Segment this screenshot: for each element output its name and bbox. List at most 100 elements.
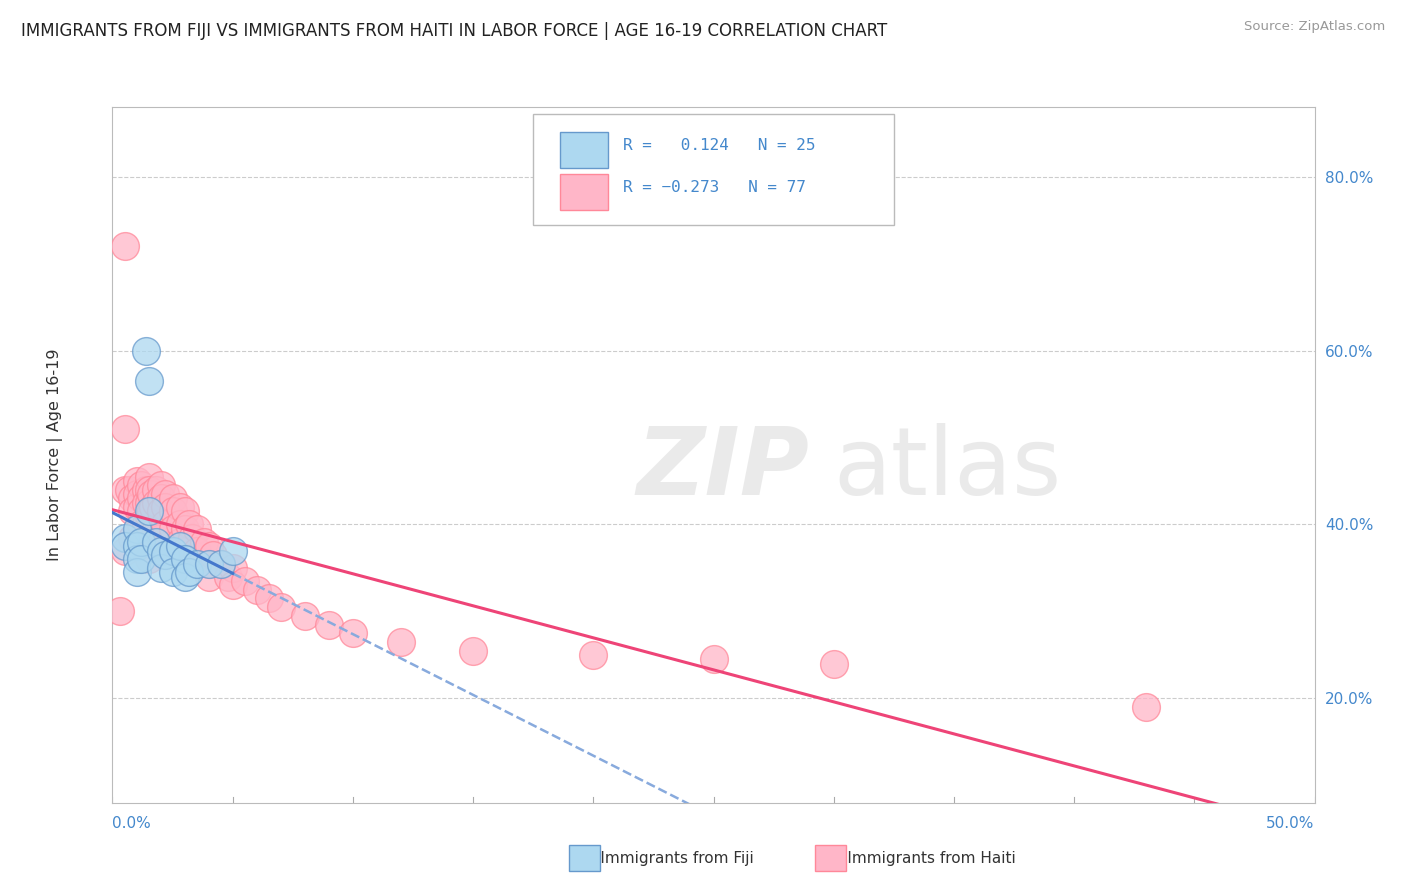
Point [162,522,184,536]
Point [173,504,195,518]
Point [135,517,157,532]
Point [318,617,340,632]
Text: Immigrants from Haiti: Immigrants from Haiti [823,851,1015,865]
Point [135,343,157,358]
Point [131,534,153,549]
Text: ZIP: ZIP [637,423,810,515]
Point [125,566,148,580]
Point [186,543,208,558]
Point [135,483,157,497]
Point [222,543,245,558]
Point [125,552,148,566]
Point [202,548,225,562]
Point [114,239,136,253]
Point [162,543,184,558]
Point [149,531,172,545]
Point [138,504,160,518]
Point [162,491,184,506]
Point [222,561,245,575]
Point [121,531,143,545]
Point [139,487,162,501]
Point [197,557,219,571]
Point [138,469,160,483]
Point [461,643,484,657]
Point [155,500,177,514]
Point [114,539,136,553]
Point [131,552,153,566]
Point [582,648,605,662]
Point [139,504,162,518]
Point [125,474,148,488]
Point [114,483,136,497]
Point [149,491,172,506]
Point [138,496,160,510]
Point [389,635,412,649]
Point [125,500,148,514]
Point [1135,700,1157,714]
Point [180,531,202,545]
Point [131,517,153,532]
Point [145,534,167,549]
Point [209,557,232,571]
Point [121,504,143,518]
Text: R =   0.124   N = 25: R = 0.124 N = 25 [623,137,815,153]
Point [131,491,153,506]
Bar [560,174,607,210]
Point [173,543,195,558]
Text: 0.0%: 0.0% [112,816,152,831]
Point [209,557,232,571]
Point [138,374,160,388]
Point [125,487,148,501]
Text: Immigrants from Fiji: Immigrants from Fiji [576,851,754,865]
Point [169,500,191,514]
Point [131,504,153,518]
Point [138,483,160,497]
Point [131,539,153,553]
Point [169,539,191,553]
Point [173,570,195,584]
Point [823,657,845,671]
Point [145,483,167,497]
Point [197,557,219,571]
Point [135,496,157,510]
Point [149,561,172,575]
Point [138,508,160,523]
Point [222,578,245,592]
Point [162,543,184,558]
FancyBboxPatch shape [533,114,894,226]
Point [169,517,191,532]
Point [246,582,269,597]
Point [155,548,177,562]
Point [155,539,177,553]
Point [179,517,201,532]
Text: In Labor Force | Age 16-19: In Labor Force | Age 16-19 [46,349,63,561]
Point [149,478,172,492]
Point [138,552,160,566]
Point [125,539,148,553]
Point [121,491,143,506]
Point [145,496,167,510]
Point [162,504,184,518]
Point [149,543,172,558]
Bar [560,132,607,169]
Point [233,574,256,588]
Point [169,534,191,549]
Text: IMMIGRANTS FROM FIJI VS IMMIGRANTS FROM HAITI IN LABOR FORCE | AGE 16-19 CORRELA: IMMIGRANTS FROM FIJI VS IMMIGRANTS FROM … [21,22,887,40]
Point [294,608,316,623]
Text: Source: ZipAtlas.com: Source: ZipAtlas.com [1244,20,1385,33]
Point [145,522,167,536]
Point [125,522,148,536]
Text: R = −0.273   N = 77: R = −0.273 N = 77 [623,179,806,194]
Point [162,566,184,580]
Point [131,478,153,492]
Point [114,531,136,545]
Point [197,570,219,584]
Text: 50.0%: 50.0% [1267,816,1315,831]
Point [186,557,208,571]
Point [155,487,177,501]
Point [270,600,292,615]
Point [149,504,172,518]
Point [193,534,215,549]
Point [257,591,280,606]
Point [702,652,725,666]
